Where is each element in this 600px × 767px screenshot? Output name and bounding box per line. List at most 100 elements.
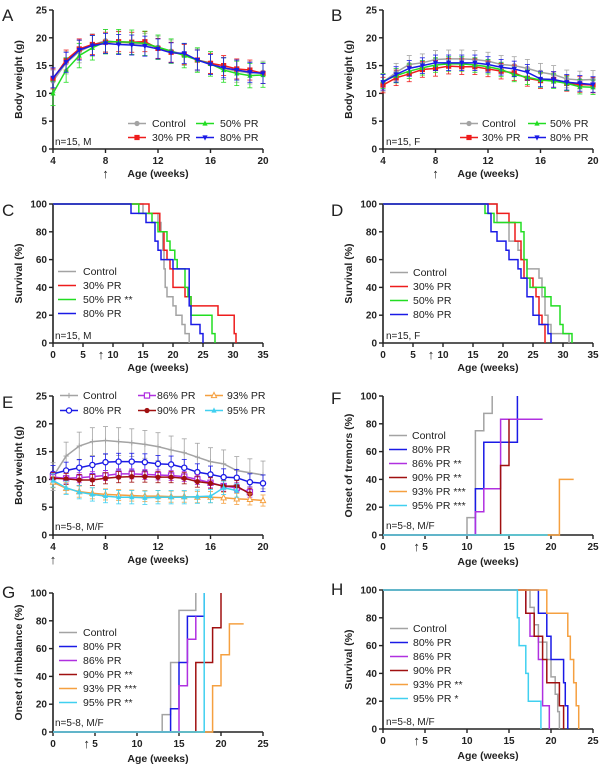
sample-size-note: n=5-8, M/F (55, 522, 104, 533)
y-tick-label: 40 (366, 475, 378, 486)
data-point (102, 41, 109, 47)
legend-label: 93% PR ** (413, 679, 463, 691)
step-line (383, 589, 542, 729)
series-30-pr (53, 203, 237, 343)
y-tick-label: 25 (36, 392, 48, 403)
x-axis-label: Age (weeks) (127, 753, 188, 765)
data-point (220, 493, 228, 501)
legend-label: 90% PR ** (83, 669, 133, 681)
y-tick-label: 100 (30, 200, 47, 211)
panel-letter: B (331, 6, 342, 25)
x-tick-label: 0 (380, 350, 386, 361)
data-point (380, 80, 386, 86)
panel-letter: A (2, 6, 14, 25)
y-tick-label: 80 (36, 616, 48, 627)
data-point (76, 464, 83, 471)
legend-label: 30% PR (152, 132, 191, 144)
x-tick-label: 8 (433, 156, 439, 167)
data-point (446, 60, 452, 66)
x-tick-label: 25 (197, 350, 209, 361)
data-point (246, 478, 254, 486)
x-tick-label: 20 (545, 736, 557, 747)
data-point (142, 474, 148, 480)
y-tick-label: 80 (366, 613, 378, 624)
y-tick-label: 0 (41, 339, 47, 350)
legend-marker (211, 407, 217, 413)
y-tick-label: 0 (41, 145, 47, 156)
step-line (383, 589, 561, 729)
y-tick-label: 100 (30, 589, 47, 600)
y-axis-label: Survival (%) (343, 629, 355, 689)
step-line (383, 396, 493, 536)
legend-marker (466, 120, 472, 127)
data-point (76, 47, 82, 54)
legend-label: 80% PR (413, 309, 452, 321)
x-tick-label: 25 (587, 542, 599, 553)
y-tick-label: 0 (371, 725, 377, 736)
arrow-up-icon: ↑ (413, 733, 420, 748)
y-tick-label: 20 (366, 697, 378, 708)
legend-label: 80% PR (413, 637, 452, 649)
data-point (50, 90, 56, 96)
x-tick-label: 20 (545, 542, 557, 553)
data-point (485, 62, 491, 68)
arrow-up-icon: ↑ (98, 347, 105, 362)
x-tick-label: 5 (422, 736, 428, 747)
legend-marker (143, 392, 151, 399)
y-tick-label: 5 (371, 117, 377, 128)
y-axis-label: Body weight (g) (13, 40, 25, 119)
legend-label: Control (413, 267, 447, 279)
legend-label: 50% PR (413, 295, 452, 307)
data-point (551, 77, 557, 83)
x-tick-label: 20 (257, 542, 269, 553)
y-tick-label: 60 (36, 255, 48, 266)
data-point (115, 458, 122, 465)
data-point (167, 461, 175, 468)
x-tick-label: 20 (215, 739, 227, 750)
y-axis-label: Survival (%) (343, 243, 355, 303)
legend-label: 50% PR ** (83, 294, 133, 306)
data-point (102, 475, 109, 481)
data-point (76, 477, 82, 483)
legend-label: 80% PR (412, 444, 451, 456)
y-axis-label: Body weight (g) (343, 40, 355, 119)
data-point (406, 66, 412, 72)
step-line (53, 203, 190, 343)
data-point (181, 51, 187, 57)
legend-label: 86% PR (413, 651, 452, 663)
data-point (116, 494, 122, 500)
data-point (129, 42, 135, 49)
series-95-pr (53, 593, 205, 733)
y-tick-label: 40 (366, 669, 378, 680)
sample-size-note: n=5-8, M/F (55, 718, 104, 729)
series-80-pr (53, 593, 205, 733)
legend-marker (202, 135, 208, 141)
legend-label: Control (152, 118, 186, 130)
x-tick-label: 5 (92, 739, 98, 750)
y-tick-label: 20 (36, 311, 48, 322)
x-tick-label: 8 (103, 156, 109, 167)
data-point (128, 458, 135, 465)
x-tick-label: 10 (461, 736, 473, 747)
y-tick-label: 25 (36, 6, 48, 17)
panel-C: C 0 5 10 15 20 25 30 35 0 20 40 60 80 100 Age (weeks) Su… (2, 200, 269, 375)
x-tick-label: 10 (107, 350, 119, 361)
x-tick-label: 12 (482, 156, 494, 167)
y-tick-label: 100 (360, 200, 377, 211)
arrow-up-icon: ↑ (413, 539, 420, 554)
x-axis-label: Age (weeks) (127, 362, 188, 374)
data-point (524, 70, 530, 76)
legend-label: 90% PR (413, 665, 452, 677)
y-tick-label: 10 (36, 475, 48, 486)
data-point (220, 473, 227, 481)
data-point (564, 80, 570, 86)
x-tick-label: 20 (587, 156, 599, 167)
data-point (168, 50, 174, 56)
data-point (155, 474, 161, 480)
x-tick-label: 35 (257, 350, 269, 361)
data-point (155, 494, 161, 500)
series-control (53, 203, 190, 343)
legend-label: 86% PR (83, 655, 122, 667)
x-tick-label: 4 (50, 156, 56, 167)
x-axis-label: Age (weeks) (127, 168, 188, 180)
